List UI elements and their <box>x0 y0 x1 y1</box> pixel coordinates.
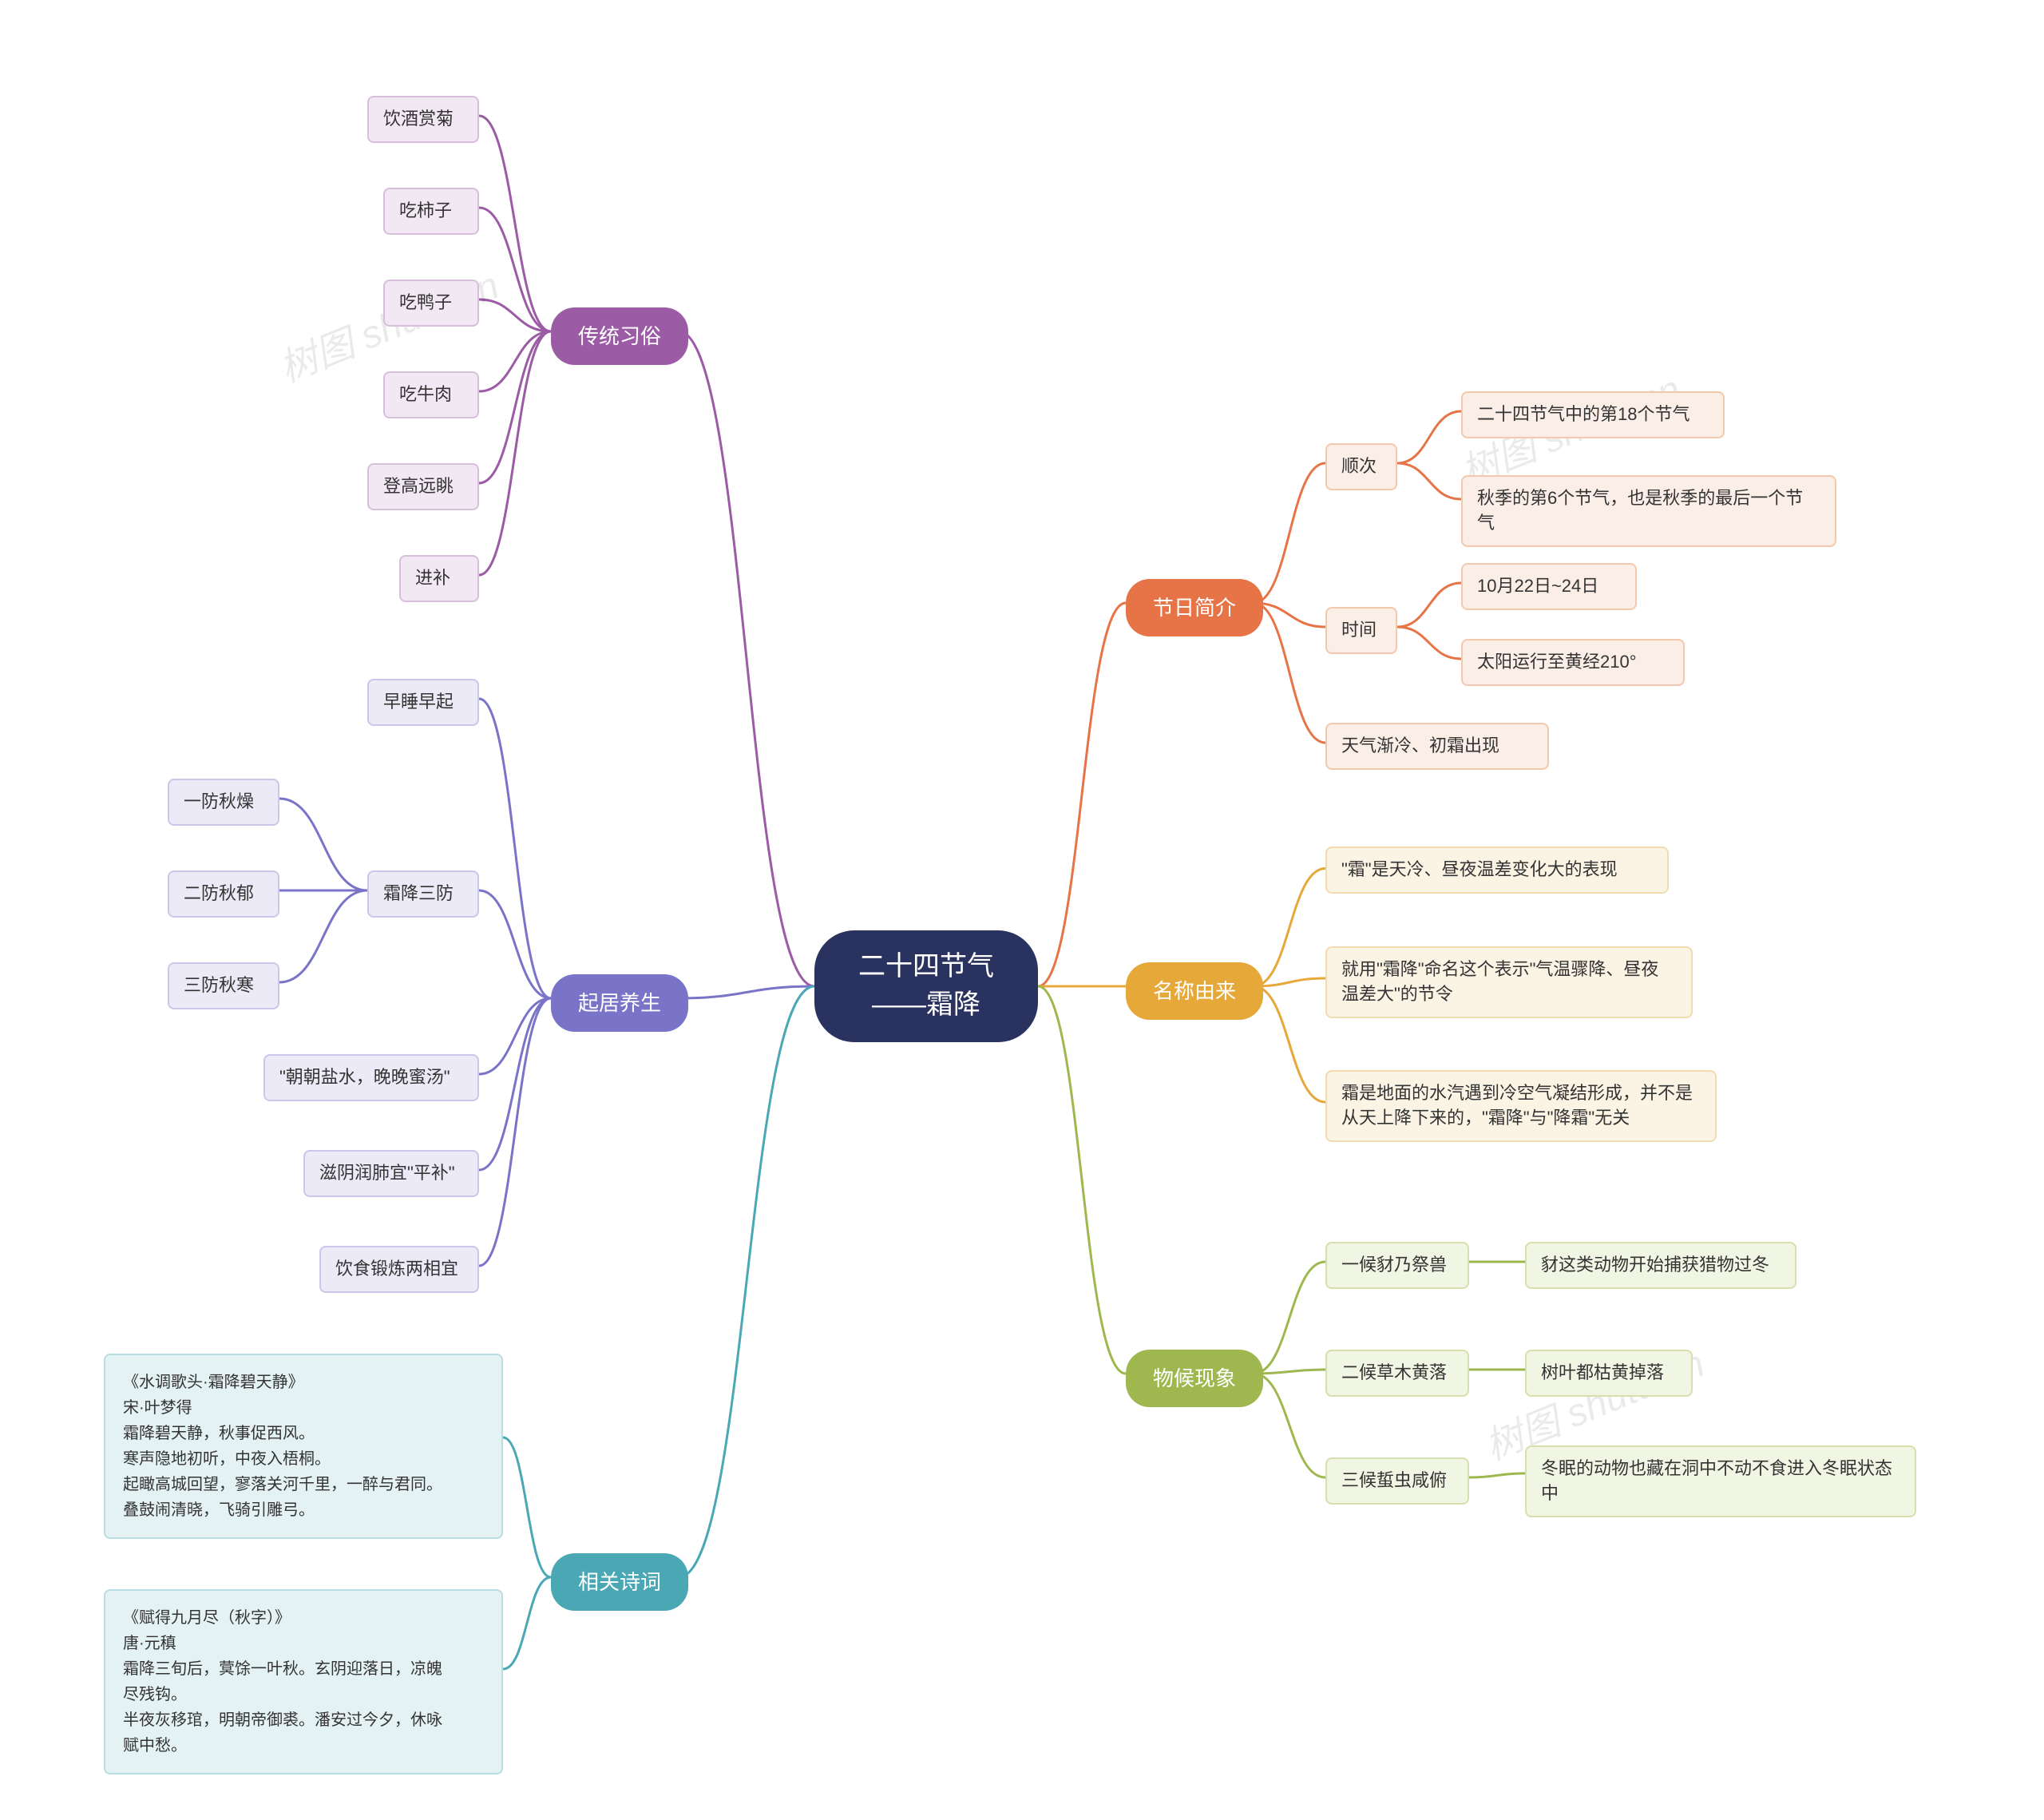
branch-pheno: 物候现象 <box>1126 1350 1263 1407</box>
leaf: 二十四节气中的第18个节气 <box>1461 391 1725 438</box>
leaf: 就用"霜降"命名这个表示"气温骤降、昼夜 温差大"的节令 <box>1325 946 1693 1018</box>
leaf: 三候蜇虫咸俯 <box>1325 1457 1469 1505</box>
leaf: 10月22日~24日 <box>1461 563 1637 610</box>
leaf: 冬眠的动物也藏在洞中不动不食进入冬眠状态 中 <box>1525 1445 1916 1517</box>
leaf: 早睡早起 <box>367 679 479 726</box>
leaf: 二防秋郁 <box>168 870 279 918</box>
leaf: 秋季的第6个节气，也是秋季的最后一个节气 <box>1461 475 1836 547</box>
branch-intro: 节日简介 <box>1126 579 1263 636</box>
mindmap-canvas: 二十四节气 ——霜降树图 shutu.cn树图 shutu.cn树图 shutu… <box>0 0 2044 1820</box>
leaf: 时间 <box>1325 607 1397 654</box>
branch-custom: 传统习俗 <box>551 307 688 365</box>
branch-poem: 相关诗词 <box>551 1553 688 1611</box>
leaf: 吃牛肉 <box>383 371 479 418</box>
leaf: "朝朝盐水，晚晚蜜汤" <box>263 1054 479 1101</box>
leaf: 饮酒赏菊 <box>367 96 479 143</box>
leaf: 一防秋燥 <box>168 779 279 826</box>
leaf: 一候豺乃祭兽 <box>1325 1242 1469 1289</box>
connector-layer <box>0 0 2044 1820</box>
leaf: 登高远眺 <box>367 463 479 510</box>
leaf: "霜"是天冷、昼夜温差变化大的表现 <box>1325 847 1669 894</box>
leaf: 太阳运行至黄经210° <box>1461 639 1685 686</box>
leaf: 《水调歌头·霜降碧天静》 宋·叶梦得 霜降碧天静，秋事促西风。 寒声隐地初听，中… <box>104 1354 503 1539</box>
leaf: 三防秋寒 <box>168 962 279 1009</box>
leaf: 二候草木黄落 <box>1325 1350 1469 1397</box>
leaf: 《赋得九月尽（秋字）》 唐·元稹 霜降三旬后，蓂馀一叶秋。玄阴迎落日，凉魄 尽残… <box>104 1589 503 1774</box>
leaf: 霜是地面的水汽遇到冷空气凝结形成，并不是 从天上降下来的，"霜降"与"降霜"无关 <box>1325 1070 1717 1142</box>
leaf: 树叶都枯黄掉落 <box>1525 1350 1693 1397</box>
leaf: 天气渐冷、初霜出现 <box>1325 723 1549 770</box>
leaf: 顺次 <box>1325 443 1397 490</box>
leaf: 吃柿子 <box>383 188 479 235</box>
leaf: 豺这类动物开始捕获猎物过冬 <box>1525 1242 1796 1289</box>
branch-name: 名称由来 <box>1126 962 1263 1020</box>
leaf: 霜降三防 <box>367 870 479 918</box>
leaf: 滋阴润肺宜"平补" <box>303 1150 479 1197</box>
branch-health: 起居养生 <box>551 974 688 1032</box>
leaf: 进补 <box>399 555 479 602</box>
leaf: 吃鸭子 <box>383 280 479 327</box>
leaf: 饮食锻炼两相宜 <box>319 1246 479 1293</box>
root-node: 二十四节气 ——霜降 <box>814 930 1038 1042</box>
